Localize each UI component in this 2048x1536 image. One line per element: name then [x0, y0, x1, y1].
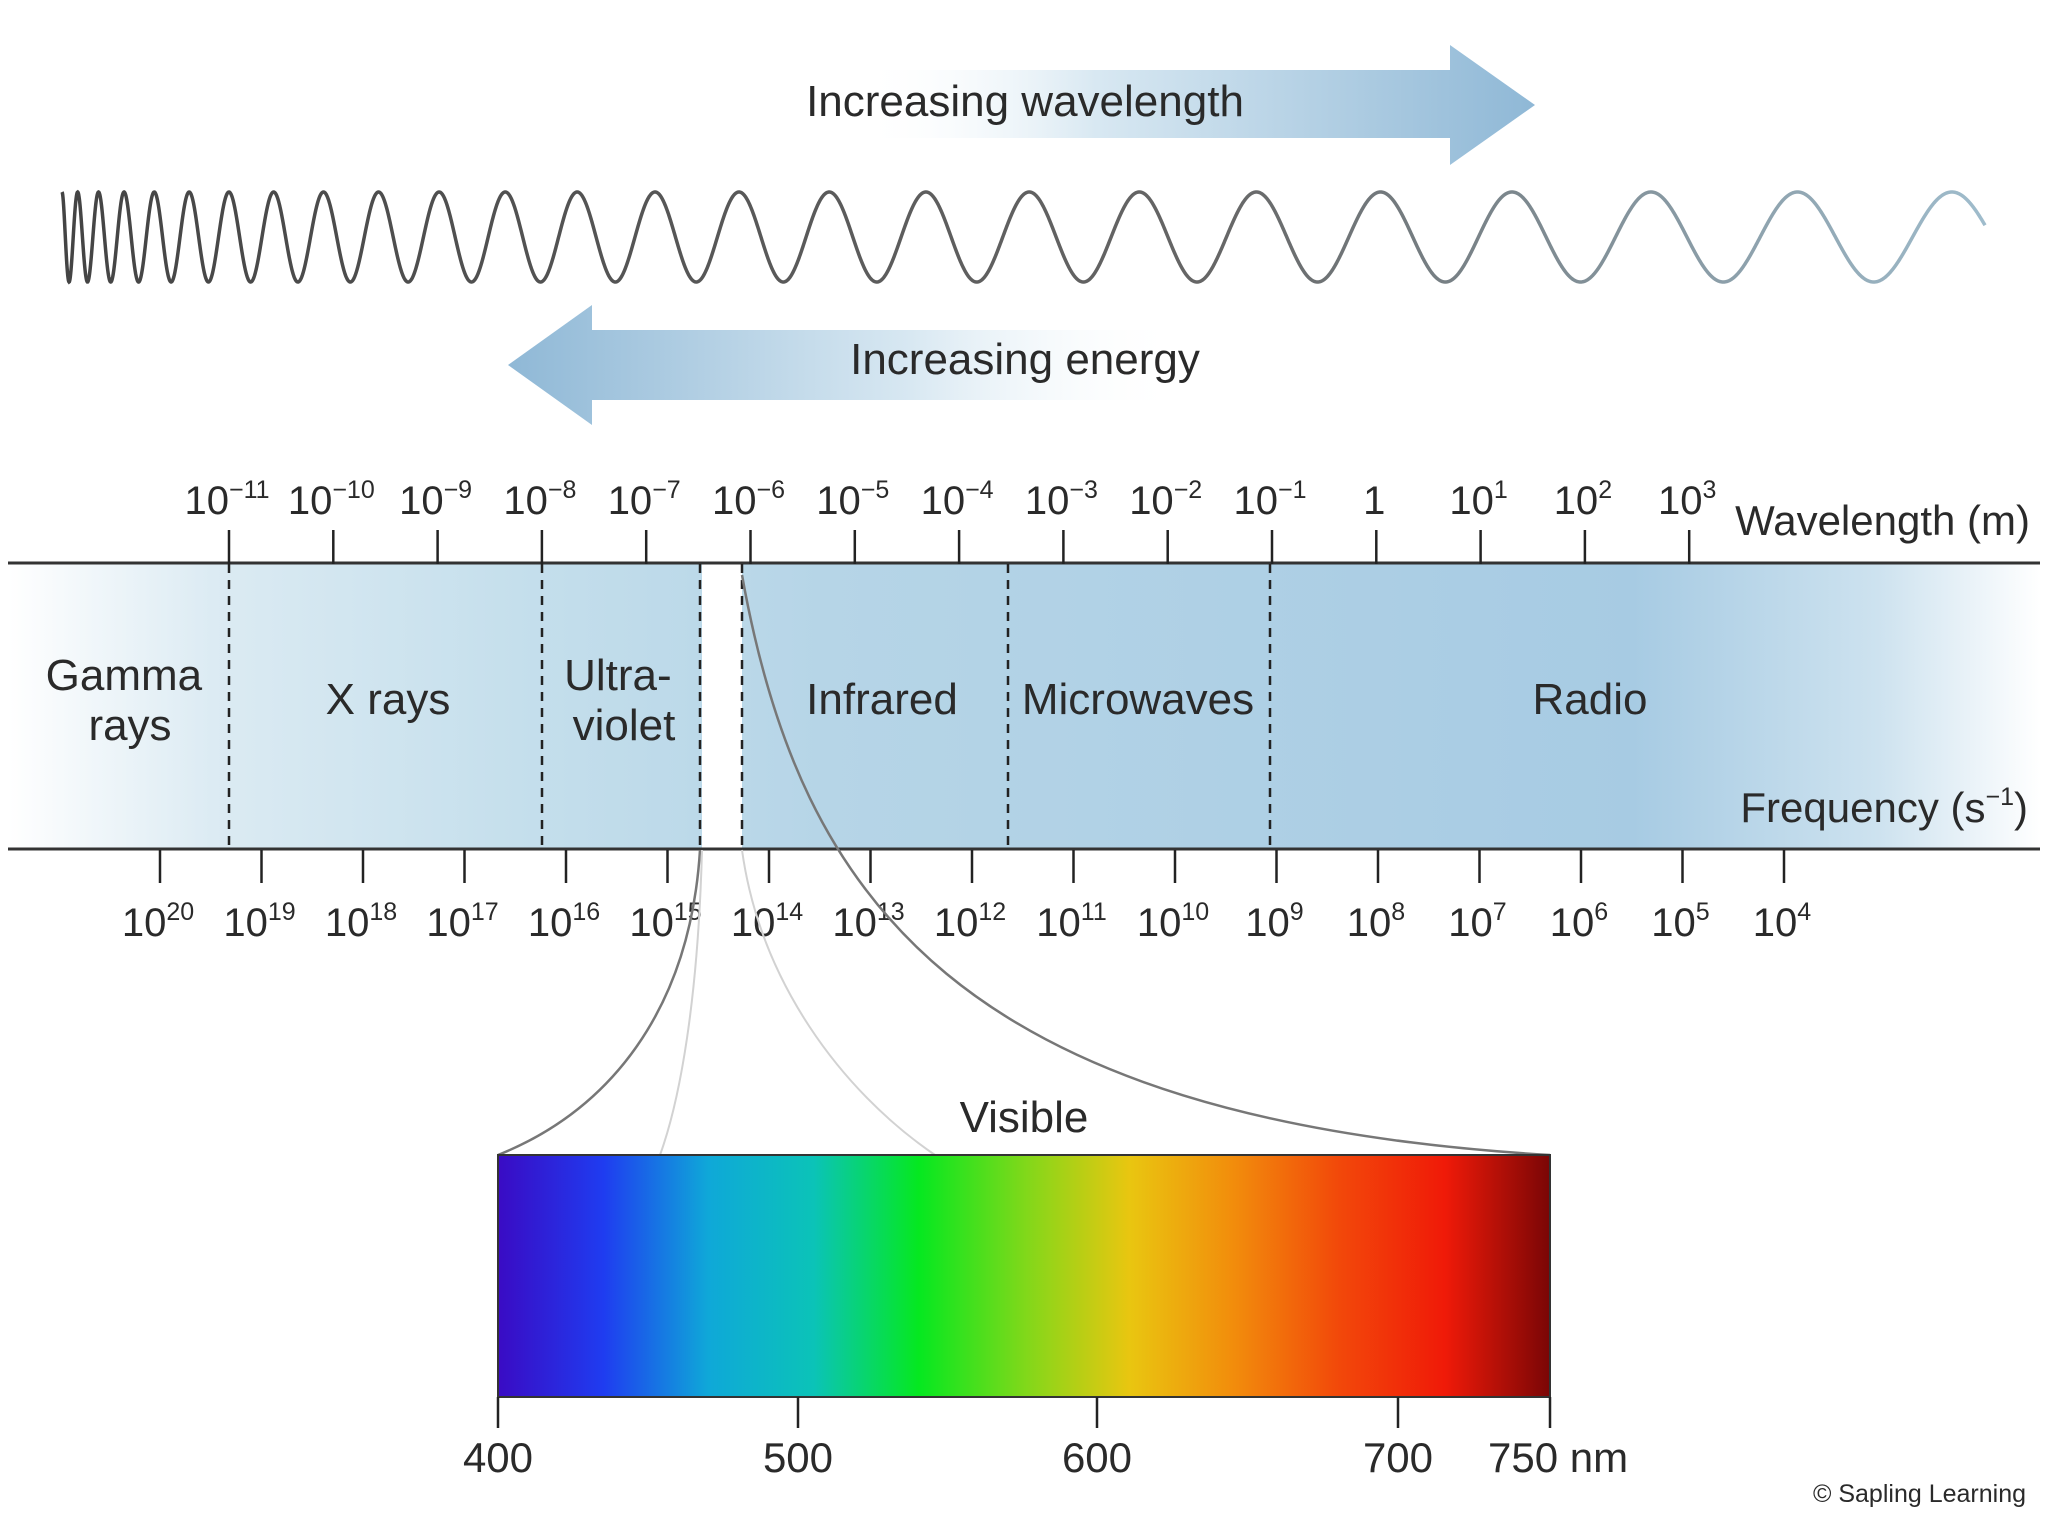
wavelength-tick-label: 10−2 [1129, 476, 1202, 523]
frequency-tick-label: 107 [1448, 898, 1506, 945]
wavelength-tick-label: 10−6 [712, 476, 785, 523]
visible-axis: 400 500 600 700 750 nm [463, 1397, 1628, 1481]
wavelength-tick-label: 101 [1449, 476, 1507, 523]
wavelength-tick-label: 10−4 [921, 476, 994, 523]
visible-zoom-connectors [497, 574, 1551, 1157]
wavelength-tick-label: 10−9 [399, 476, 472, 523]
frequency-tick-label: 108 [1347, 898, 1405, 945]
right-arrow-icon [860, 45, 1535, 165]
zoom-curve-inner-right [741, 849, 936, 1156]
wavelength-tick-label: 10−7 [608, 476, 681, 523]
zoom-curve-right [740, 574, 1551, 1157]
frequency-tick-label: 1019 [223, 898, 295, 945]
increasing-energy-label: Increasing energy [850, 335, 1200, 384]
increasing-wavelength-label: Increasing wavelength [806, 77, 1244, 126]
frequency-tick-label: 1012 [934, 898, 1006, 945]
increasing-wavelength-arrow: Increasing wavelength [806, 45, 1535, 165]
wavelength-tick-label: 10−5 [816, 476, 889, 523]
frequency-tick-label: 1011 [1036, 898, 1106, 945]
frequency-tick-label: 106 [1550, 898, 1608, 945]
wavelength-tick-label: 10−10 [288, 476, 375, 523]
wavelength-tick-label: 10−11 [184, 476, 269, 523]
increasing-energy-arrow: Increasing energy [508, 305, 1200, 425]
wave-illustration [60, 189, 1987, 285]
frequency-tick-label: 1017 [426, 898, 498, 945]
visible-tick-label: 600 [1062, 1434, 1132, 1481]
wavelength-tick-label: 103 [1658, 476, 1716, 523]
visible-tick-label: 500 [763, 1434, 833, 1481]
wavelength-tick-label: 10−3 [1025, 476, 1098, 523]
visible-tick-label: 400 [463, 1434, 533, 1481]
visible-tick-label: 750 nm [1488, 1434, 1628, 1481]
visible-window [702, 564, 742, 849]
spectrum-band [8, 564, 2040, 849]
frequency-axis-title: Frequency (s−1) [1740, 783, 2028, 831]
zoom-curve-left [497, 849, 702, 1157]
frequency-axis: 1020 1019 1018 1017 1016 1015 1014 1013 1012 1011… [122, 850, 1811, 945]
visible-tick-label: 700 [1363, 1434, 1433, 1481]
wavelength-tick-label: 10−8 [503, 476, 576, 523]
wavelength-tick-label: 102 [1554, 476, 1612, 523]
frequency-tick-label: 109 [1245, 898, 1303, 945]
region-gamma-rays: Gamma rays [46, 651, 215, 750]
frequency-tick-label: 105 [1651, 898, 1709, 945]
region-ultraviolet: Ultra- violet [564, 651, 684, 750]
frequency-tick-label: 1016 [528, 898, 600, 945]
region-microwaves: Microwaves [1022, 675, 1254, 724]
region-x-rays: X rays [326, 675, 451, 724]
wavelength-tick-label: 10−1 [1233, 476, 1306, 523]
zoom-curve-inner-left [659, 849, 703, 1156]
visible-spectrum-bar [497, 1154, 1551, 1398]
region-infrared: Infrared [806, 675, 958, 724]
frequency-tick-label: 1018 [325, 898, 397, 945]
frequency-tick-label: 1020 [122, 898, 194, 945]
frequency-tick-label: 1015 [629, 898, 701, 945]
wavelength-axis: 10−11 10−10 10−9 10−8 10−7 10−6 10−5 10−4 10−3 10… [184, 476, 1716, 564]
wavelength-axis-title: Wavelength (m) [1735, 497, 2030, 544]
frequency-tick-label: 104 [1753, 898, 1812, 945]
left-arrow-icon [508, 305, 1180, 425]
frequency-tick-label: 1013 [832, 898, 904, 945]
wavelength-tick-label: 1 [1363, 479, 1385, 523]
frequency-tick-label: 1014 [731, 898, 803, 945]
visible-title: Visible [960, 1093, 1089, 1142]
region-radio: Radio [1533, 675, 1648, 724]
copyright-credit: © Sapling Learning [1813, 1480, 2026, 1508]
frequency-tick-label: 1010 [1137, 898, 1209, 945]
